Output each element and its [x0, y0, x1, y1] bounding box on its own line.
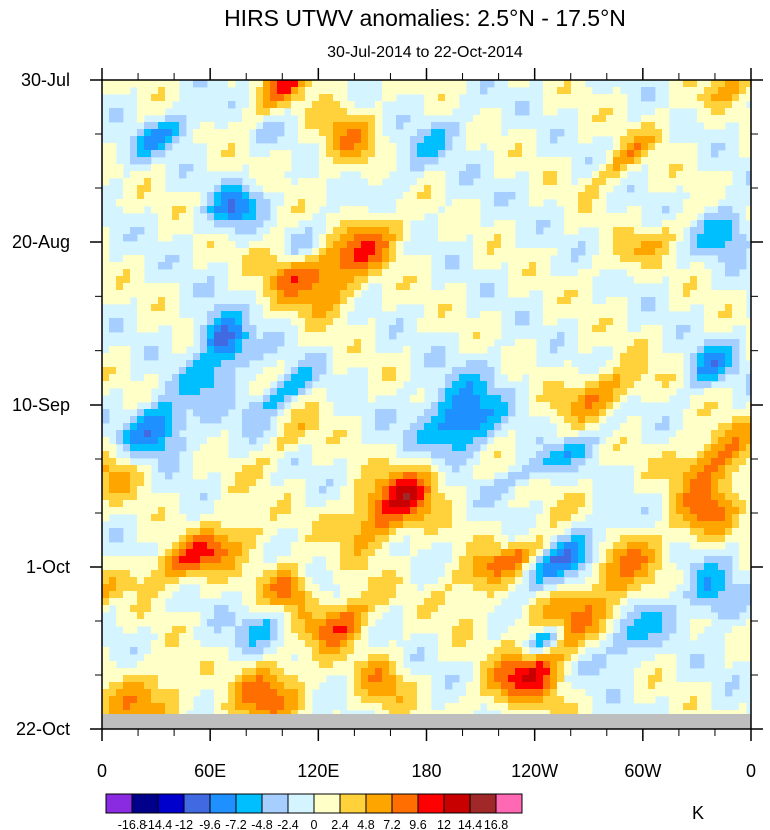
colorbar-swatch [339, 793, 367, 814]
colorbar-swatch [443, 793, 471, 814]
x-tick-label: 120W [511, 761, 558, 781]
y-axis: 30-Jul 20-Aug 10-Sep 1-Oct 22-Oct [12, 70, 763, 739]
colorbar-swatch [313, 793, 341, 814]
colorbar-swatch [131, 793, 159, 814]
y-tick-label: 30-Jul [21, 70, 70, 90]
x-tick-label: 120E [297, 761, 339, 781]
colorbar-swatch [365, 793, 393, 814]
colorbar-swatch [495, 793, 523, 814]
colorbar-units: K [692, 803, 704, 823]
x-tick-label: 180 [411, 761, 441, 781]
colorbar-label: 9.6 [409, 818, 426, 830]
missing-data-band [102, 714, 751, 729]
colorbar-label: 16.8 [484, 818, 508, 830]
colorbar-swatch [157, 793, 185, 814]
colorbar-swatch [235, 793, 263, 814]
x-tick-label: 60W [624, 761, 661, 781]
x-axis: 0 60E 120E 180 120W 60W 0 [97, 68, 756, 781]
chart-title: HIRS UTWV anomalies: 2.5°N - 17.5°N [224, 5, 626, 31]
colorbar-label: 14.4 [458, 818, 482, 830]
colorbar-label: 7.2 [383, 818, 400, 830]
colorbar-swatch [417, 793, 445, 814]
colorbar-swatch [391, 793, 419, 814]
colorbar-label: 12 [437, 818, 451, 830]
plot-area [101, 79, 752, 730]
colorbar-label: -2.4 [277, 818, 299, 830]
colorbar-swatch [469, 793, 497, 814]
colorbar-label: -14.4 [144, 818, 173, 830]
y-tick-label: 1-Oct [26, 557, 70, 577]
colorbar-swatch [261, 793, 289, 814]
colorbar-swatch [287, 793, 315, 814]
colorbar-swatch [209, 793, 237, 814]
colorbar-label: 4.8 [357, 818, 374, 830]
chart-subtitle: 30-Jul-2014 to 22-Oct-2014 [327, 44, 523, 61]
colorbar-label: 2.4 [331, 818, 348, 830]
colorbar-label: 0 [311, 818, 318, 830]
colorbar-label: -12 [175, 818, 193, 830]
colorbar-swatch [183, 793, 211, 814]
colorbar-label: -9.6 [199, 818, 221, 830]
colorbar-label: -16.8 [118, 818, 147, 830]
y-tick-label: 20-Aug [12, 232, 70, 252]
x-tick-label: 0 [97, 761, 107, 781]
colorbar: -16.8-14.4 -12 -9.6 -7.2 -4.8 -2.4 0 2.4 4.8 7.2 9… [105, 793, 523, 830]
colorbar-label: -7.2 [225, 818, 247, 830]
colorbar-label: -4.8 [251, 818, 273, 830]
x-tick-label: 0 [746, 761, 756, 781]
anomaly-field [102, 80, 752, 715]
y-tick-label: 22-Oct [16, 719, 70, 739]
x-tick-label: 60E [194, 761, 226, 781]
colorbar-swatch [105, 793, 133, 814]
y-tick-label: 10-Sep [12, 395, 70, 415]
